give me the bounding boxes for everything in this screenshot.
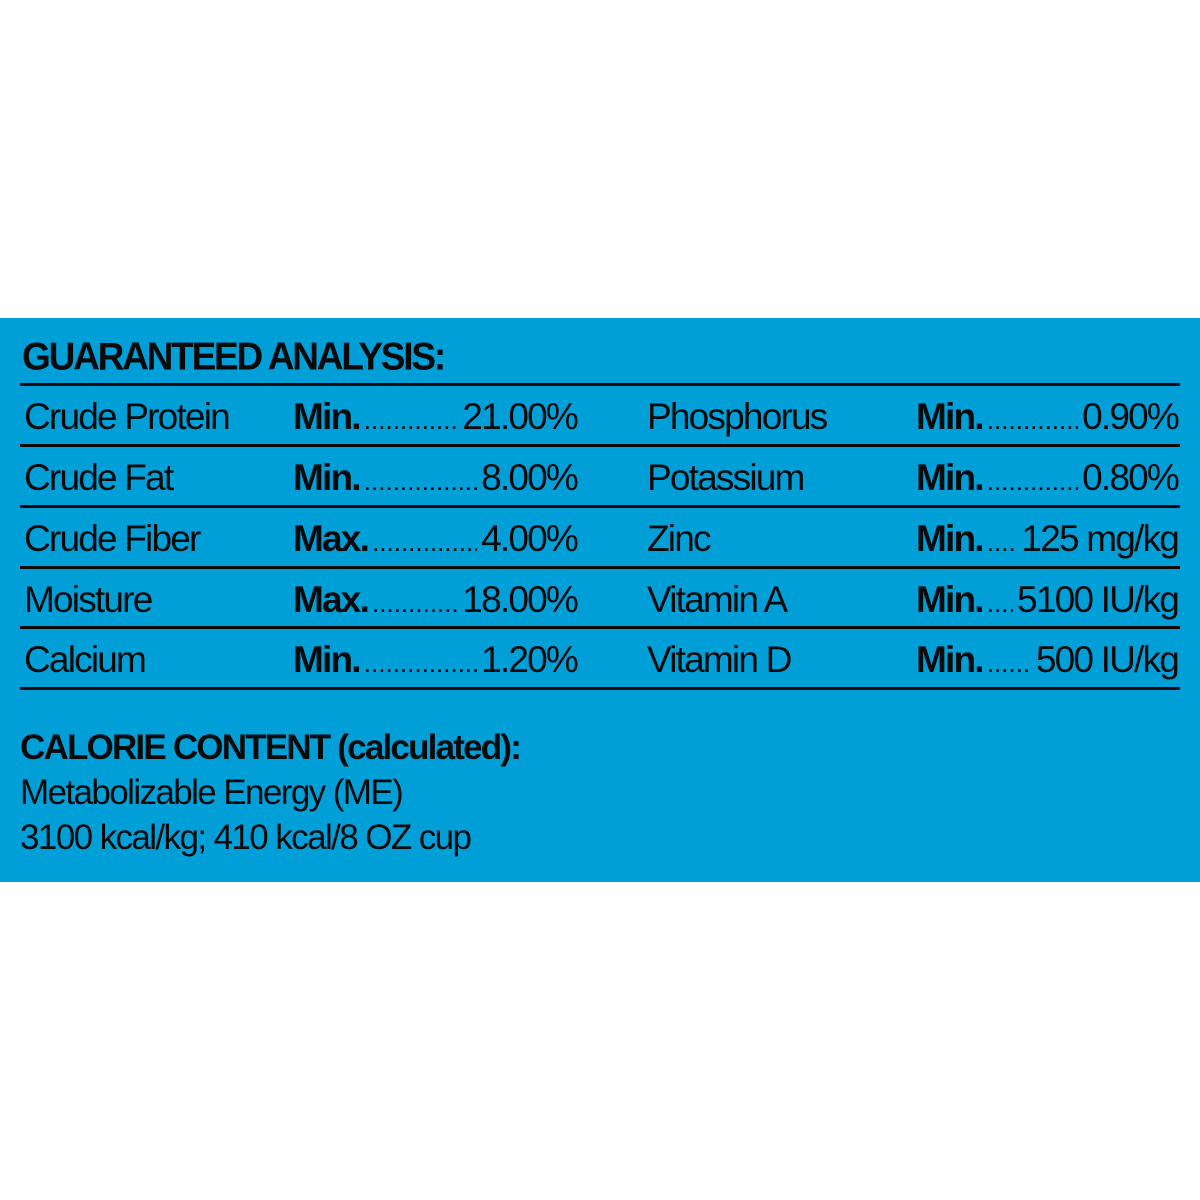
nutrient-name: Crude Fiber: [24, 517, 201, 559]
nutrient-name: Phosphorus: [647, 395, 828, 437]
nutrient-measure: Min. 1.20%: [293, 629, 579, 690]
dot-leader: [987, 405, 1078, 436]
nutrient-name: Vitamin D: [647, 638, 792, 680]
dot-leader: [372, 527, 477, 558]
nutrient-value: 8.00%: [481, 456, 579, 498]
analysis-title: GUARANTEED ANALYSIS:: [22, 334, 446, 378]
calorie-line-2: 3100 kcal/kg; 410 kcal/8 OZ cup: [20, 818, 472, 857]
dot-leader: [987, 588, 1013, 619]
table-rule: [20, 383, 1180, 386]
nutrient-measure: Min. 21.00%: [293, 386, 579, 447]
table-rule: [20, 687, 1180, 690]
dot-leader: [364, 466, 477, 497]
dot-leader: [364, 405, 459, 436]
nutrient-measure: Min. 0.80%: [916, 447, 1180, 508]
dot-leader: [987, 648, 1032, 679]
min-max-label: Min.: [916, 456, 985, 498]
dot-leader: [987, 466, 1078, 497]
nutrient-name: Moisture: [24, 578, 153, 620]
min-max-label: Min.: [293, 395, 362, 437]
nutrient-value: 1.20%: [481, 638, 579, 680]
nutrient-value: 4.00%: [481, 517, 579, 559]
min-max-label: Min.: [916, 395, 985, 437]
nutrient-name: Crude Fat: [24, 456, 174, 498]
calorie-line-1: Metabolizable Energy (ME): [20, 773, 404, 812]
nutrient-value: 0.90%: [1082, 395, 1180, 437]
guaranteed-analysis-panel: GUARANTEED ANALYSIS: CALORIE CONTENT (ca…: [0, 318, 1200, 882]
table-rule: [20, 444, 1180, 447]
min-max-label: Min.: [916, 578, 985, 620]
nutrient-value: 0.80%: [1082, 456, 1180, 498]
table-rule: [20, 626, 1180, 629]
nutrient-value: 5100 IU/kg: [1017, 578, 1180, 620]
nutrient-name: Vitamin A: [647, 578, 788, 620]
nutrient-name: Zinc: [647, 517, 711, 559]
nutrient-measure: Min. 5100 IU/kg: [916, 569, 1180, 630]
dot-leader: [364, 648, 477, 679]
nutrient-measure: Min. 125 mg/kg: [916, 508, 1180, 569]
dot-leader: [372, 588, 458, 619]
min-max-label: Min.: [916, 638, 985, 680]
nutrient-value: 21.00%: [462, 395, 578, 437]
nutrient-measure: Max. 4.00%: [293, 508, 579, 569]
calorie-title: CALORIE CONTENT (calculated):: [20, 728, 522, 767]
nutrient-measure: Min. 500 IU/kg: [916, 629, 1180, 690]
dot-leader: [987, 527, 1018, 558]
min-max-label: Min.: [293, 456, 362, 498]
nutrient-name: Crude Protein: [24, 395, 231, 437]
min-max-label: Min.: [916, 517, 985, 559]
nutrient-value: 500 IU/kg: [1035, 638, 1180, 680]
nutrient-value: 125 mg/kg: [1021, 517, 1179, 559]
min-max-label: Max.: [293, 578, 370, 620]
nutrient-name: Potassium: [647, 456, 805, 498]
nutrient-name: Calcium: [24, 638, 147, 680]
nutrient-value: 18.00%: [462, 578, 578, 620]
min-max-label: Min.: [293, 638, 362, 680]
nutrient-measure: Min. 0.90%: [916, 386, 1180, 447]
nutrient-measure: Min. 8.00%: [293, 447, 579, 508]
nutrient-measure: Max. 18.00%: [293, 569, 579, 630]
table-rule: [20, 505, 1180, 508]
min-max-label: Max.: [293, 517, 370, 559]
table-rule: [20, 566, 1180, 569]
